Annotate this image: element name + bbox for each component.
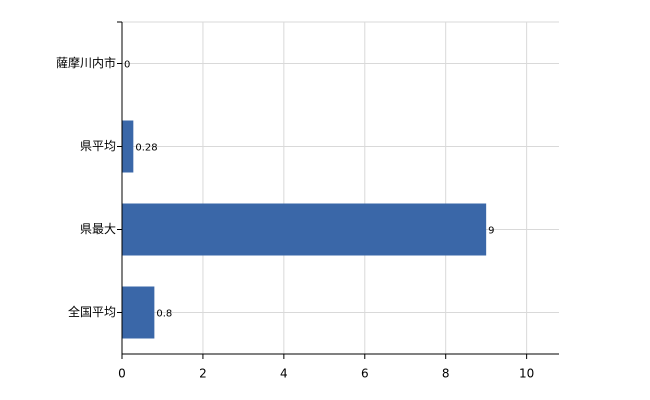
y-tick-label: 県平均 <box>80 139 116 153</box>
bar <box>122 120 134 173</box>
x-tick-label: 0 <box>118 367 126 381</box>
data-label: 0.28 <box>135 143 157 154</box>
y-tick-label: 薩摩川内市 <box>56 55 116 70</box>
x-tick-label: 4 <box>280 367 288 381</box>
bar <box>122 286 155 339</box>
x-tick-label: 2 <box>199 367 207 381</box>
data-label: 9 <box>488 226 494 237</box>
data-label: 0 <box>124 60 130 71</box>
x-tick-label: 8 <box>442 367 450 381</box>
y-tick-label: 全国平均 <box>68 304 116 319</box>
bar <box>122 203 487 256</box>
x-tick-label: 6 <box>361 367 369 381</box>
x-tick-label: 10 <box>519 367 534 381</box>
data-label: 0.8 <box>156 309 172 320</box>
y-tick-label: 県最大 <box>80 222 116 236</box>
